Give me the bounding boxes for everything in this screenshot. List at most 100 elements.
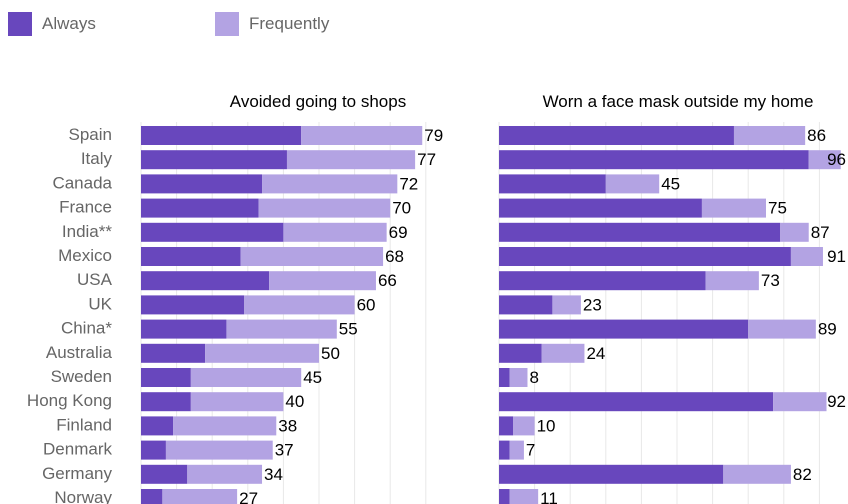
bar-always xyxy=(141,126,302,145)
bar-frequently xyxy=(226,319,337,339)
bar-frequently xyxy=(165,440,273,460)
value-label: 77 xyxy=(417,150,436,169)
bar-always xyxy=(499,126,734,145)
category-label: Mexico xyxy=(58,246,112,265)
bar-always xyxy=(141,319,227,339)
bar-always xyxy=(141,271,270,291)
bar-always xyxy=(499,150,809,170)
value-label: 27 xyxy=(239,489,258,504)
bar-always xyxy=(141,489,163,504)
bar-frequently xyxy=(723,464,791,484)
category-label: Spain xyxy=(69,125,112,144)
bar-frequently xyxy=(705,271,759,291)
bar-frequently xyxy=(283,222,387,242)
bar-always xyxy=(141,198,259,218)
value-label: 87 xyxy=(811,223,830,242)
bar-frequently xyxy=(190,392,284,412)
bar-always xyxy=(499,489,510,504)
legend-label-frequently: Frequently xyxy=(249,14,330,33)
value-label: 40 xyxy=(285,392,304,411)
bar-frequently xyxy=(701,198,766,218)
bar-always xyxy=(141,150,287,170)
bar-frequently xyxy=(286,150,416,170)
value-label: 82 xyxy=(793,465,812,484)
bar-always xyxy=(141,416,174,436)
bar-frequently xyxy=(162,489,238,504)
category-label: Hong Kong xyxy=(27,391,112,410)
bar-always xyxy=(499,440,510,460)
legend-always: Always xyxy=(8,12,96,36)
category-label: Denmark xyxy=(43,440,112,459)
category-label: Germany xyxy=(42,464,112,483)
bar-frequently xyxy=(733,126,806,145)
bar-frequently xyxy=(780,222,809,242)
bar-always xyxy=(141,343,206,363)
value-label: 79 xyxy=(424,126,443,145)
bar-frequently xyxy=(262,174,398,194)
value-label: 91 xyxy=(827,247,846,266)
legend-label-always: Always xyxy=(42,14,96,33)
bar-always xyxy=(499,464,724,484)
panel-title: Avoided going to shops xyxy=(230,92,406,111)
value-label: 10 xyxy=(537,416,556,435)
value-label: 7 xyxy=(526,441,535,460)
category-label: Australia xyxy=(46,343,113,362)
bar-frequently xyxy=(509,440,524,460)
category-label: Finland xyxy=(56,415,112,434)
bar-frequently xyxy=(244,295,355,315)
value-label: 11 xyxy=(540,489,558,504)
value-label: 37 xyxy=(275,441,294,460)
value-label: 60 xyxy=(357,295,376,314)
bar-always xyxy=(499,222,781,242)
bar-always xyxy=(499,247,791,266)
bar-frequently xyxy=(552,295,581,315)
bar-frequently xyxy=(258,198,391,218)
category-label: China* xyxy=(61,319,112,338)
value-label: 70 xyxy=(392,199,411,218)
bar-frequently xyxy=(205,343,319,363)
value-label: 72 xyxy=(399,174,418,193)
bar-always xyxy=(499,295,553,315)
value-label: 45 xyxy=(303,368,322,387)
bar-frequently xyxy=(773,392,827,412)
bar-always xyxy=(141,464,188,484)
category-label: USA xyxy=(77,270,113,289)
bar-frequently xyxy=(173,416,277,436)
bar-always xyxy=(141,174,263,194)
legend-swatch-frequently xyxy=(215,12,239,36)
bar-frequently xyxy=(513,416,535,436)
value-label: 45 xyxy=(661,174,680,193)
bar-always xyxy=(141,295,245,315)
value-label: 75 xyxy=(768,199,787,218)
bar-frequently xyxy=(190,368,302,387)
value-label: 55 xyxy=(339,320,358,339)
bar-always xyxy=(499,198,702,218)
bar-always xyxy=(141,368,191,387)
bar-always xyxy=(499,319,749,339)
bar-frequently xyxy=(541,343,585,363)
value-label: 66 xyxy=(378,271,397,290)
bar-always xyxy=(499,416,514,436)
bar-frequently xyxy=(187,464,263,484)
bar-always xyxy=(141,392,191,412)
bar-frequently xyxy=(808,150,841,170)
bar-always xyxy=(499,392,774,412)
value-label: 24 xyxy=(586,344,605,363)
value-label: 68 xyxy=(385,247,404,266)
value-label: 92 xyxy=(827,392,846,411)
category-label: Italy xyxy=(81,149,113,168)
category-label: Canada xyxy=(52,173,112,192)
category-label: France xyxy=(59,198,112,217)
category-label: India** xyxy=(62,222,112,241)
bar-always xyxy=(499,271,706,291)
category-label: Norway xyxy=(54,488,112,504)
category-label: Sweden xyxy=(51,367,112,386)
bar-frequently xyxy=(509,368,528,387)
bar-always xyxy=(141,440,166,460)
bar-frequently xyxy=(240,247,384,266)
bar-always xyxy=(499,368,510,387)
bar-always xyxy=(141,247,241,266)
bar-frequently xyxy=(748,319,816,339)
